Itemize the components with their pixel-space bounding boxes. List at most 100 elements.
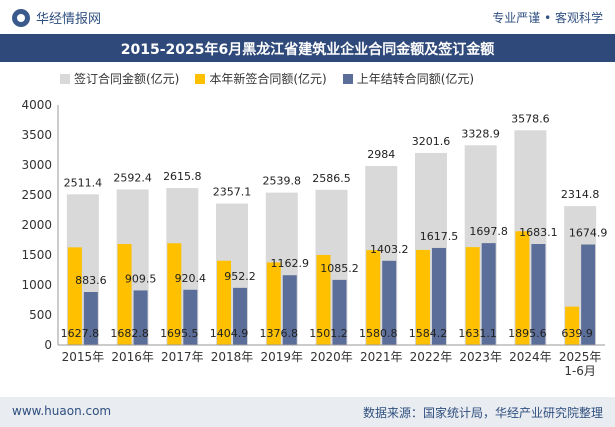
x-tick-label: 2019年 bbox=[260, 350, 303, 364]
bar-new bbox=[266, 262, 281, 345]
x-tick-label: 2021年 bbox=[360, 350, 403, 364]
bars bbox=[66, 130, 597, 345]
bar-new bbox=[565, 306, 580, 345]
bar-carryover bbox=[133, 290, 148, 345]
x-tick-label: 2015年 bbox=[62, 350, 105, 364]
data-label-carryover: 920.4 bbox=[175, 272, 207, 285]
bar-new bbox=[366, 250, 381, 345]
y-tick-label: 2500 bbox=[21, 188, 52, 202]
bar-carryover bbox=[282, 275, 297, 345]
data-label-new: 1682.8 bbox=[110, 327, 149, 340]
data-label-total: 2592.4 bbox=[113, 171, 152, 184]
footer: www.huaon.com 数据来源：国家统计局，华经产业研究院整理 bbox=[0, 397, 615, 427]
data-label-new: 1404.9 bbox=[210, 327, 249, 340]
data-label-total: 2539.8 bbox=[263, 175, 302, 188]
data-label-carryover: 1674.9 bbox=[569, 227, 608, 240]
data-labels: 2511.4 883.6 1627.8 2592.4 909.5 1682.8 2615.8… bbox=[61, 112, 608, 340]
data-label-new: 1501.2 bbox=[309, 327, 348, 340]
y-tick-label: 0 bbox=[44, 338, 52, 352]
x-tick-label: 1-6月 bbox=[564, 364, 596, 378]
data-label-total: 3578.6 bbox=[511, 112, 550, 125]
data-label-new: 1631.1 bbox=[458, 327, 497, 340]
x-tick-label: 2020年 bbox=[310, 350, 353, 364]
bar-carryover bbox=[431, 247, 446, 345]
legend-label-total: 签订合同金额(亿元) bbox=[74, 72, 180, 86]
bar-new bbox=[67, 247, 82, 345]
data-label-new: 1584.2 bbox=[409, 327, 448, 340]
x-tick-label: 2025年 bbox=[559, 350, 602, 364]
bar-carryover bbox=[581, 244, 596, 345]
data-label-total: 3201.6 bbox=[412, 135, 451, 148]
data-label-total: 3328.9 bbox=[461, 127, 500, 140]
legend-item-carryover: 上年结转合同额(亿元) bbox=[342, 70, 475, 87]
data-label-total: 2984 bbox=[367, 148, 395, 161]
brand: 华经情报网 bbox=[12, 8, 101, 27]
data-label-total: 2314.8 bbox=[561, 188, 600, 201]
bar-carryover bbox=[183, 289, 198, 345]
data-label-carryover: 1403.2 bbox=[370, 243, 409, 256]
data-label-carryover: 1683.1 bbox=[519, 226, 558, 239]
y-tick-label: 2000 bbox=[21, 218, 52, 232]
legend-item-new: 本年新签合同额(亿元) bbox=[195, 70, 327, 87]
data-label-total: 2586.5 bbox=[312, 172, 351, 185]
data-label-new: 1580.8 bbox=[359, 327, 398, 340]
legend-item-total: 签订合同金额(亿元) bbox=[60, 70, 179, 87]
y-tick-label: 3500 bbox=[21, 128, 52, 142]
footer-website: www.huaon.com bbox=[12, 404, 112, 418]
data-label-new: 639.9 bbox=[561, 327, 593, 340]
bar-new bbox=[515, 231, 530, 345]
brand-logo-icon bbox=[12, 8, 30, 27]
x-tick-label: 2022年 bbox=[410, 350, 453, 364]
bar-new bbox=[167, 243, 182, 345]
bar-carryover bbox=[382, 260, 397, 345]
top-bar: 华经情报网 专业严谨 • 客观科学 bbox=[0, 0, 615, 34]
legend-label-new: 本年新签合同额(亿元) bbox=[209, 72, 327, 86]
data-label-new: 1895.6 bbox=[508, 327, 547, 340]
legend-swatch-total bbox=[60, 73, 70, 84]
data-label-new: 1376.8 bbox=[260, 327, 299, 340]
data-label-carryover: 1697.8 bbox=[469, 225, 508, 238]
x-tick-label: 2018年 bbox=[211, 350, 254, 364]
y-axis: 0 500 1000 1500 2000 2500 3000 3500 4000 bbox=[21, 98, 59, 352]
data-label-total: 2357.1 bbox=[213, 186, 252, 199]
title-bar: 2015-2025年6月黑龙江省建筑业企业合同金额及签订金额 bbox=[0, 34, 615, 62]
y-tick-label: 1500 bbox=[21, 248, 52, 262]
data-label-carryover: 1162.9 bbox=[271, 257, 310, 270]
data-label-carryover: 952.2 bbox=[224, 270, 256, 283]
bar-carryover bbox=[233, 287, 248, 345]
x-tick-label: 2023年 bbox=[459, 350, 502, 364]
data-label-carryover: 909.5 bbox=[125, 272, 157, 285]
chart-title: 2015-2025年6月黑龙江省建筑业企业合同金额及签订金额 bbox=[120, 42, 495, 58]
bar-new bbox=[465, 247, 480, 345]
data-label-carryover: 883.6 bbox=[75, 274, 107, 287]
data-label-new: 1627.8 bbox=[61, 327, 100, 340]
data-label-total: 2511.4 bbox=[64, 176, 103, 189]
x-tick-label: 2017年 bbox=[161, 350, 204, 364]
bar-carryover bbox=[83, 291, 98, 345]
bar-new bbox=[217, 260, 232, 345]
bar-carryover bbox=[481, 243, 496, 345]
legend-swatch-carryover bbox=[342, 73, 353, 84]
x-tick-label: 2016年 bbox=[111, 350, 154, 364]
bar-new bbox=[117, 244, 132, 345]
y-tick-label: 3000 bbox=[21, 158, 52, 172]
bar-carryover bbox=[332, 279, 347, 345]
footer-source: 数据来源：国家统计局，华经产业研究院整理 bbox=[362, 406, 603, 420]
x-tick-label: 2024年 bbox=[509, 350, 552, 364]
data-label-carryover: 1617.5 bbox=[420, 230, 459, 243]
data-label-new: 1695.5 bbox=[160, 327, 199, 340]
brand-name: 华经情报网 bbox=[36, 12, 102, 27]
bar-new bbox=[316, 254, 331, 345]
y-tick-label: 1000 bbox=[21, 278, 52, 292]
y-tick-label: 4000 bbox=[21, 98, 52, 112]
chart-legend: 签订合同金额(亿元) 本年新签合同额(亿元) 上年结转合同额(亿元) bbox=[60, 70, 474, 87]
bar-carryover bbox=[531, 244, 546, 345]
legend-label-carryover: 上年结转合同额(亿元) bbox=[356, 72, 475, 86]
bar-new bbox=[415, 249, 430, 345]
y-tick-label: 500 bbox=[29, 308, 52, 322]
data-label-carryover: 1085.2 bbox=[320, 262, 359, 275]
legend-swatch-new bbox=[195, 73, 206, 84]
data-label-total: 2615.8 bbox=[163, 170, 202, 183]
tagline: 专业严谨 • 客观科学 bbox=[492, 11, 603, 25]
